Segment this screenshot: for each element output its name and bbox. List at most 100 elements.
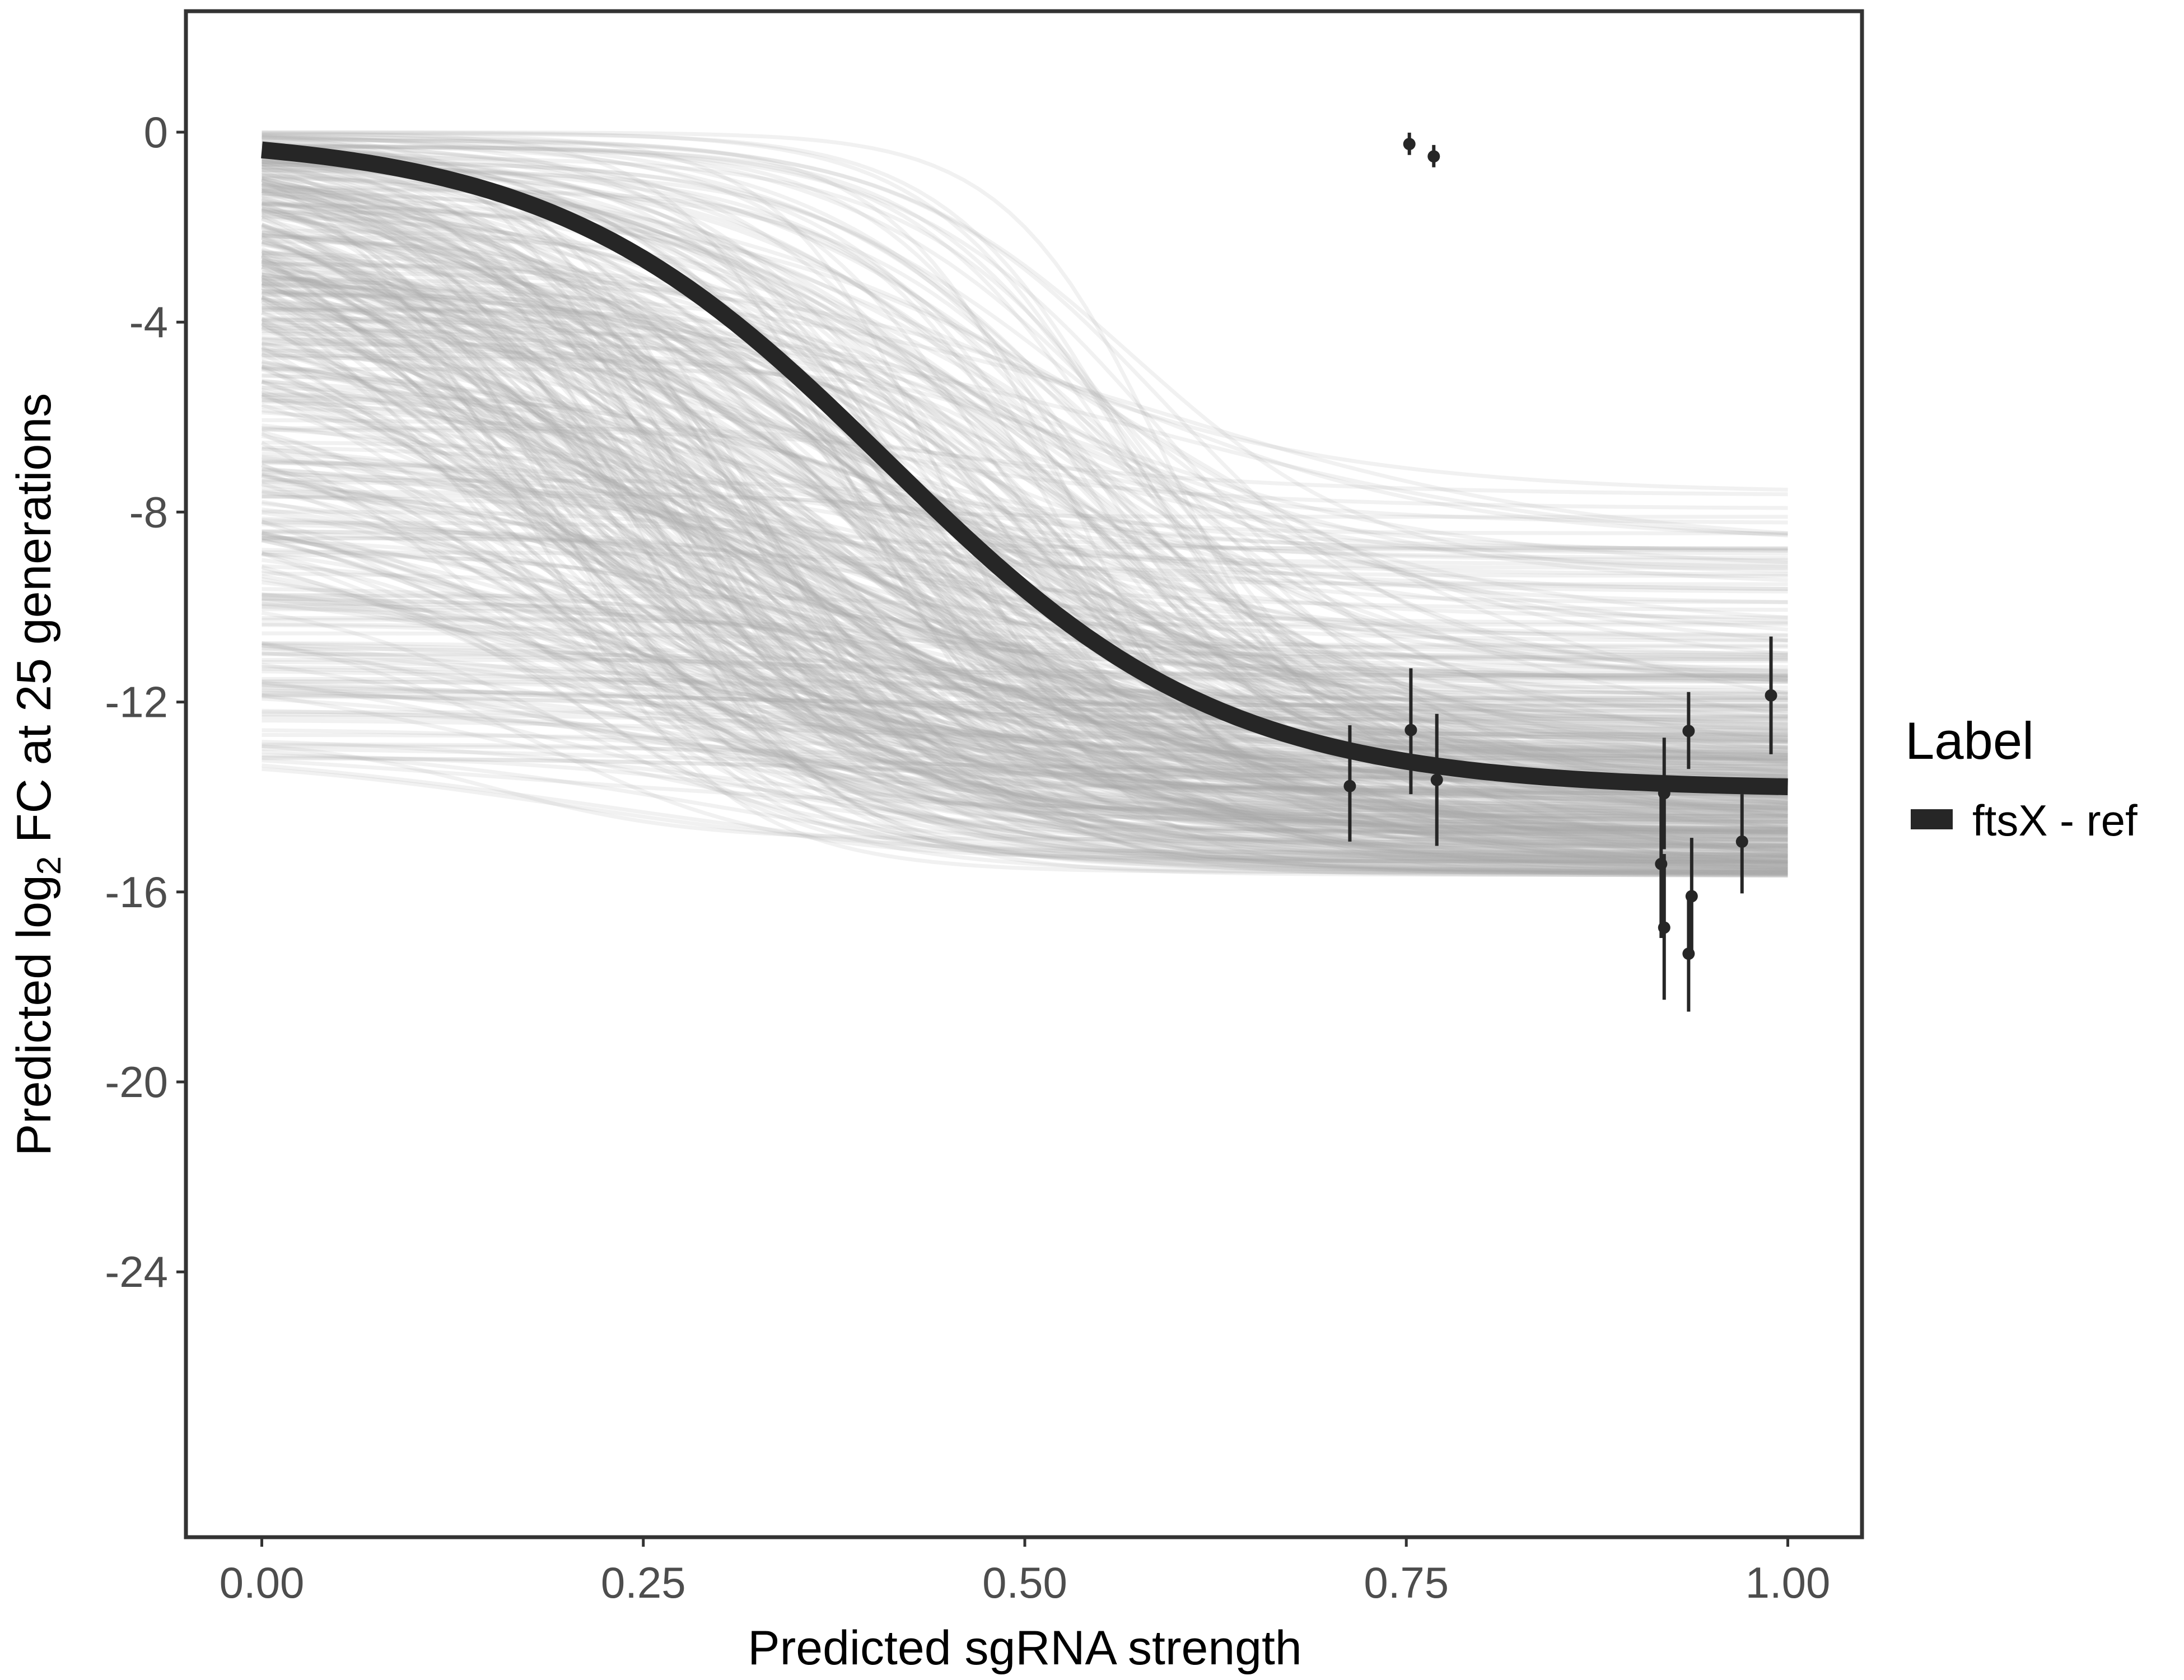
legend-label-ftsx-ref: ftsX - ref [1972, 796, 2138, 845]
posterior-draw-line [262, 507, 1788, 760]
posterior-draw-line [262, 408, 1788, 744]
posterior-draw-line [261, 165, 1788, 868]
posterior-draw-line [261, 297, 1788, 764]
posterior-draw-line [262, 191, 1788, 761]
posterior-draw-line [261, 327, 1788, 744]
x-axis-title: Predicted sgRNA strength [748, 1621, 1302, 1675]
posterior-draw-line [262, 332, 1788, 582]
posterior-draw-line [261, 535, 1788, 849]
posterior-draw-line [261, 379, 1788, 677]
posterior-draw-line [262, 708, 1788, 812]
posterior-draw-line [261, 217, 1788, 769]
posterior-draw-line [262, 455, 1788, 823]
posterior-draw-line [262, 536, 1788, 877]
posterior-draw-line [262, 646, 1788, 677]
posterior-draw-line [262, 203, 1788, 865]
posterior-draw-line [261, 206, 1788, 854]
posterior-draw-line [262, 207, 1788, 845]
posterior-draw-line [262, 510, 1788, 862]
posterior-draw-line [260, 277, 1788, 876]
posterior-draw-line [261, 500, 1788, 872]
posterior-draw-line [262, 643, 1788, 791]
posterior-draw-line [262, 685, 1788, 708]
posterior-draw-line [262, 494, 1788, 829]
fit-curve-group [261, 141, 1788, 795]
posterior-draw-line [261, 389, 1788, 824]
posterior-draw-line [262, 603, 1788, 649]
posterior-draw-line [260, 346, 1788, 842]
posterior-draw-line [262, 183, 1788, 525]
posterior-draw-line [262, 308, 1788, 767]
posterior-draw-line [262, 592, 1788, 869]
posterior-draw-line [261, 222, 1788, 759]
fit-curve-ftsx-ref [261, 141, 1788, 795]
data-point [1403, 138, 1416, 151]
posterior-draw-line [261, 260, 1788, 684]
posterior-draw-line [262, 250, 1788, 637]
posterior-draw-line [260, 300, 1788, 869]
posterior-draw-line [261, 211, 1788, 877]
posterior-draw-line [261, 207, 1788, 763]
posterior-draw-line [261, 388, 1788, 834]
posterior-draw-line [262, 141, 1788, 697]
posterior-draw-line [262, 283, 1788, 535]
posterior-draw-line [262, 188, 1788, 858]
posterior-draw-line [262, 598, 1788, 739]
data-point [1430, 773, 1443, 786]
posterior-draw-line [262, 211, 1788, 811]
posterior-draw-line [262, 669, 1788, 694]
posterior-draw-line [262, 680, 1788, 847]
posterior-draw-line [261, 325, 1788, 751]
posterior-draw-line [261, 253, 1788, 713]
posterior-draw-line [262, 147, 1788, 750]
posterior-draw-line [262, 134, 1788, 790]
posterior-draw-line [261, 262, 1788, 756]
posterior-draw-line [262, 289, 1788, 837]
posterior-draw-line [262, 306, 1788, 725]
posterior-draw-line [261, 252, 1788, 767]
posterior-draw-line [262, 366, 1788, 799]
posterior-draw-line [261, 159, 1788, 878]
posterior-draw-line [262, 149, 1788, 737]
posterior-draw-line [262, 323, 1788, 864]
y-axis-ticks: 0 -4 -8 -12 -16 -20 -24 [105, 108, 186, 1296]
posterior-draw-line [262, 142, 1788, 759]
posterior-draw-line [262, 239, 1788, 661]
posterior-draw-line [262, 468, 1788, 566]
posterior-draw-line [261, 183, 1788, 763]
posterior-draw-line [262, 142, 1788, 683]
posterior-draw-line [262, 131, 1788, 767]
y-tick-label: -4 [129, 297, 168, 347]
y-tick-label: -12 [105, 678, 168, 727]
posterior-draw-line [262, 732, 1788, 760]
posterior-draw-line [261, 380, 1788, 872]
posterior-draw-line [262, 310, 1788, 796]
posterior-draw-line [261, 178, 1788, 872]
posterior-draw-line [262, 133, 1788, 807]
posterior-draw-line [261, 195, 1788, 829]
posterior-draw-line [261, 565, 1788, 875]
posterior-draw-line [262, 596, 1788, 841]
posterior-draw-line [262, 250, 1788, 802]
posterior-draw-line [262, 533, 1788, 862]
posterior-draw-line [262, 235, 1788, 878]
posterior-draw-line [261, 240, 1788, 839]
posterior-draw-line [262, 160, 1788, 774]
posterior-draw-line [262, 601, 1788, 819]
posterior-draw-line [262, 356, 1788, 847]
posterior-draw-line [262, 201, 1788, 656]
posterior-draw-line [262, 631, 1788, 659]
posterior-draw-line [262, 622, 1788, 679]
posterior-draw-line [262, 293, 1788, 836]
x-axis-ticks: 0.00 0.25 0.50 0.75 1.00 [220, 1537, 1830, 1607]
posterior-draw-line [261, 224, 1788, 838]
posterior-draw-line [262, 215, 1788, 841]
posterior-draw-line [261, 286, 1788, 763]
posterior-draw-line [262, 317, 1788, 538]
posterior-draw-line [262, 618, 1788, 748]
posterior-draw-line [262, 158, 1788, 721]
posterior-draw-line [261, 206, 1788, 550]
posterior-draw-line [262, 306, 1788, 869]
posterior-draw-line [262, 427, 1788, 795]
posterior-draw-line [261, 281, 1788, 853]
